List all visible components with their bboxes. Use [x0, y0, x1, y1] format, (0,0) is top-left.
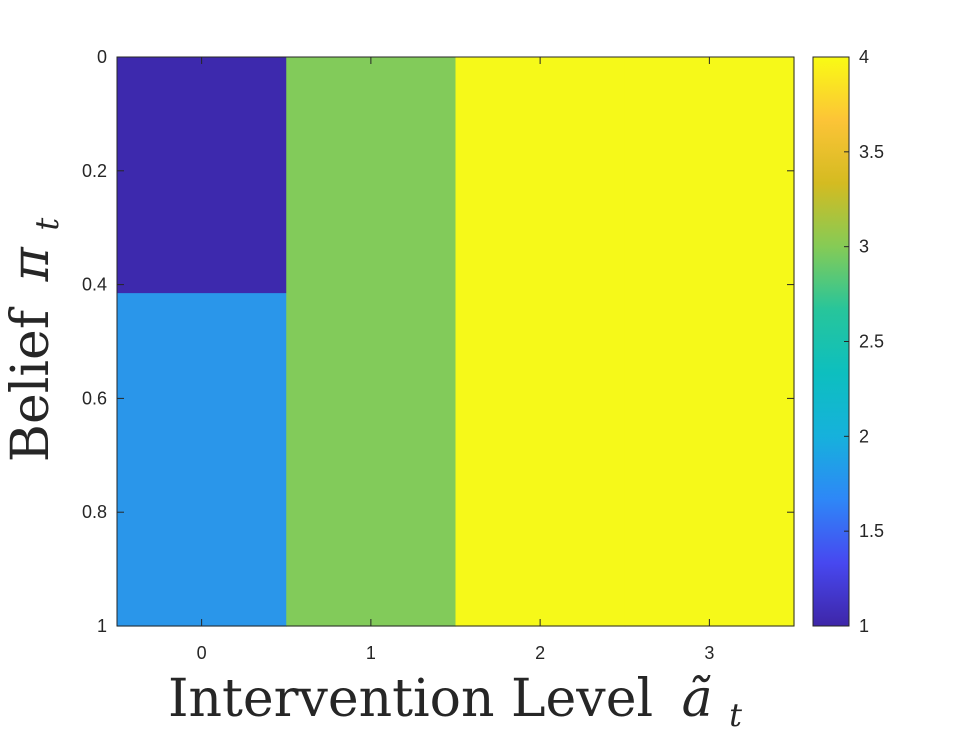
colorbar-tick-label: 2.5 — [859, 332, 884, 352]
x-tick-label: 1 — [366, 643, 376, 663]
heatmap-cell-1 — [117, 293, 287, 627]
axis-ticks — [117, 56, 794, 627]
y-axis-title: Belief π t — [1, 218, 66, 463]
x-axis-title-text: Intervention Level — [168, 669, 653, 729]
colorbar-tick-labels: 1 1.5 2 2.5 3 3.5 4 — [859, 47, 884, 636]
heatmap-cell-0 — [117, 57, 287, 294]
x-tick-label: 0 — [197, 643, 207, 663]
colorbar-ticks — [844, 56, 849, 627]
y-tick-label: 0.4 — [82, 275, 107, 295]
colorbar-tick-label: 2 — [859, 426, 869, 446]
x-tick-label: 2 — [535, 643, 545, 663]
heatmap-cell-2 — [286, 57, 457, 627]
colorbar — [812, 56, 850, 627]
y-tick-labels: 0 0.2 0.4 0.6 0.8 1 — [82, 47, 107, 636]
heatmap-cell-4 — [624, 57, 795, 627]
y-axis-title-symbol: π — [1, 246, 61, 282]
y-tick-label: 0 — [97, 47, 107, 67]
colorbar-tick-label: 3 — [859, 237, 869, 257]
x-tick-label: 3 — [704, 643, 714, 663]
y-axis-title-subscript: t — [28, 218, 66, 231]
colorbar-tick-label: 1.5 — [859, 521, 884, 541]
colorbar-tick-label: 1 — [859, 616, 869, 636]
x-axis-title: Intervention Level ã t — [168, 669, 742, 734]
colorbar-tick-label: 3.5 — [859, 142, 884, 162]
heatmap-cells — [117, 57, 795, 627]
x-axis-title-symbol: ã — [682, 669, 713, 729]
y-tick-label: 0.2 — [82, 161, 107, 181]
x-axis-title-subscript: t — [729, 696, 742, 734]
heatmap-cell-3 — [455, 57, 626, 627]
y-tick-label: 0.8 — [82, 502, 107, 522]
plot-area-frame — [116, 56, 795, 627]
y-tick-label: 0.6 — [82, 388, 107, 408]
colorbar-tick-label: 4 — [859, 47, 869, 67]
x-tick-labels: 0 1 2 3 — [197, 643, 715, 663]
y-axis-title-text: Belief — [1, 306, 61, 462]
y-tick-label: 1 — [97, 616, 107, 636]
